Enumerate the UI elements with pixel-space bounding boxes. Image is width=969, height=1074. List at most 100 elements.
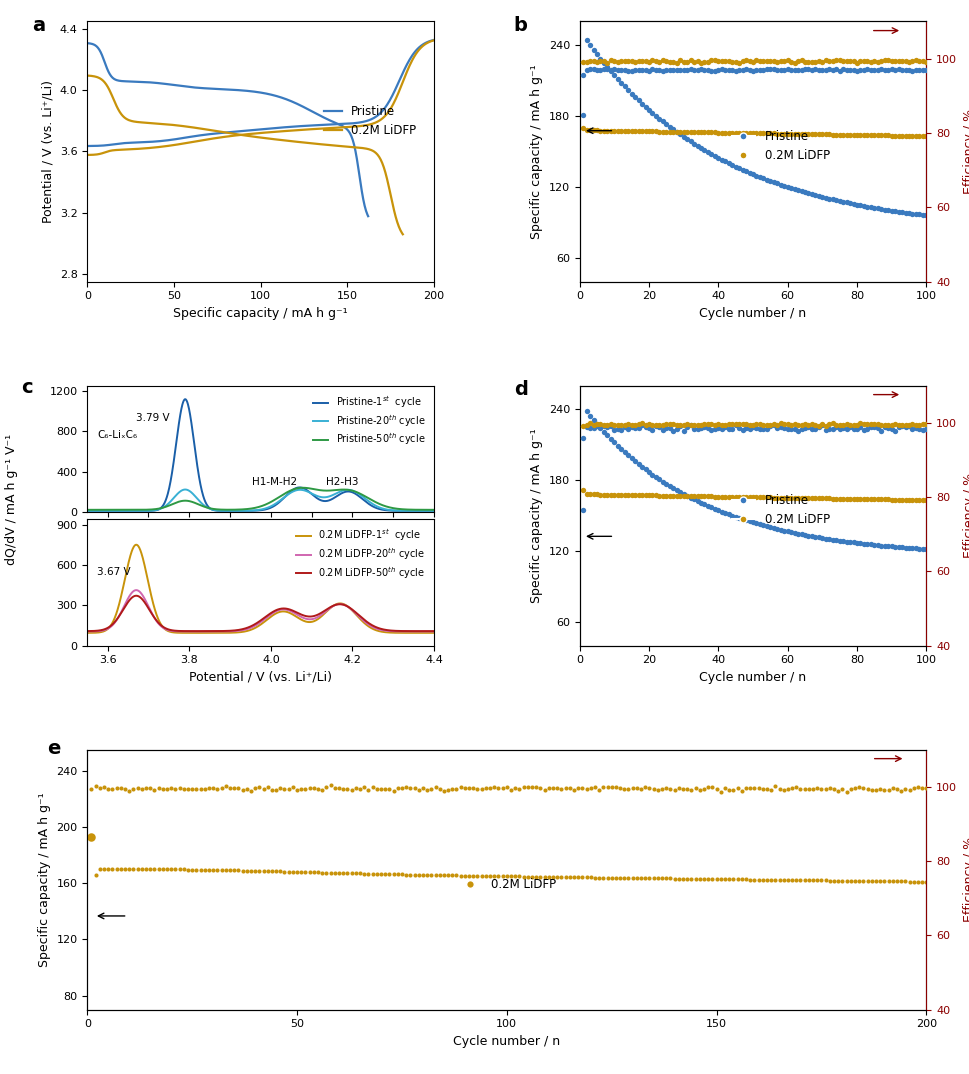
Point xyxy=(784,780,799,797)
Point xyxy=(634,95,649,112)
Point xyxy=(649,870,665,887)
Point xyxy=(799,185,815,202)
Point xyxy=(873,127,889,144)
Point xyxy=(799,416,815,433)
Point xyxy=(817,417,832,434)
Point xyxy=(689,53,704,70)
Point xyxy=(834,61,850,78)
Point xyxy=(735,421,750,438)
Point xyxy=(706,147,722,164)
Point xyxy=(511,868,526,885)
Point xyxy=(762,60,777,77)
Point xyxy=(713,52,729,69)
Point xyxy=(841,490,857,507)
Point xyxy=(662,870,677,887)
Point xyxy=(731,125,746,142)
Point xyxy=(675,416,691,433)
Point xyxy=(859,421,874,438)
Point xyxy=(592,419,608,436)
Point xyxy=(880,417,895,434)
Point xyxy=(713,416,729,433)
Point xyxy=(911,52,926,69)
Point xyxy=(880,781,895,798)
Point xyxy=(566,869,581,886)
Point xyxy=(876,491,891,508)
Point xyxy=(828,532,843,549)
Point xyxy=(813,872,828,889)
Point xyxy=(856,416,871,433)
Point xyxy=(759,417,774,434)
Point xyxy=(616,122,632,140)
Point xyxy=(599,122,614,140)
Point xyxy=(751,53,766,70)
Point xyxy=(256,862,271,880)
Point xyxy=(637,61,652,78)
Point xyxy=(859,60,874,77)
Point xyxy=(852,197,867,214)
Point xyxy=(578,485,594,503)
Point xyxy=(330,865,347,882)
Point xyxy=(606,61,621,78)
Point xyxy=(734,871,749,888)
Point xyxy=(647,53,663,70)
Point xyxy=(606,487,621,504)
Point xyxy=(570,780,585,797)
Point xyxy=(289,863,304,881)
Point xyxy=(865,416,881,433)
Point xyxy=(415,867,430,884)
Point xyxy=(634,61,649,78)
Y-axis label: Specific capacity / mA h g⁻¹: Specific capacity / mA h g⁻¹ xyxy=(530,429,543,603)
Point xyxy=(896,873,912,890)
Point xyxy=(803,186,819,203)
Point xyxy=(83,828,99,845)
Point xyxy=(914,540,929,557)
Point xyxy=(623,85,639,102)
Point xyxy=(768,420,784,437)
Point xyxy=(904,539,920,556)
Point xyxy=(817,872,832,889)
Point xyxy=(865,491,881,508)
Point xyxy=(845,127,860,144)
Point xyxy=(703,145,718,162)
Point xyxy=(209,781,225,798)
Point xyxy=(862,127,878,144)
Point xyxy=(644,52,660,69)
Point xyxy=(641,54,656,71)
Point xyxy=(686,488,702,505)
Point xyxy=(737,162,753,179)
Point xyxy=(856,61,871,78)
Point xyxy=(729,871,744,888)
Point xyxy=(790,422,805,439)
Point xyxy=(592,50,608,68)
Point xyxy=(911,540,926,557)
Point xyxy=(575,54,590,71)
Point xyxy=(803,416,819,433)
Point xyxy=(890,419,905,436)
Point xyxy=(596,487,611,504)
Point xyxy=(343,782,359,799)
Point xyxy=(599,419,614,436)
Point xyxy=(918,128,933,145)
Point xyxy=(620,416,636,433)
Point xyxy=(327,865,342,882)
Point xyxy=(713,488,729,505)
Point xyxy=(427,867,443,884)
Point xyxy=(406,866,422,883)
Point xyxy=(570,869,585,886)
Point xyxy=(352,780,367,797)
Point xyxy=(852,61,867,78)
Point xyxy=(693,488,708,505)
Text: H1-M-H2: H1-M-H2 xyxy=(252,477,297,487)
Point xyxy=(862,491,878,508)
Point xyxy=(838,194,854,212)
Point xyxy=(651,487,667,504)
Point xyxy=(914,492,929,509)
Point xyxy=(588,54,604,71)
Point xyxy=(611,869,627,886)
Point xyxy=(893,61,909,78)
Point xyxy=(222,780,237,797)
Point xyxy=(373,866,389,883)
Point xyxy=(644,466,660,483)
Point xyxy=(724,61,739,78)
Point xyxy=(289,781,304,798)
